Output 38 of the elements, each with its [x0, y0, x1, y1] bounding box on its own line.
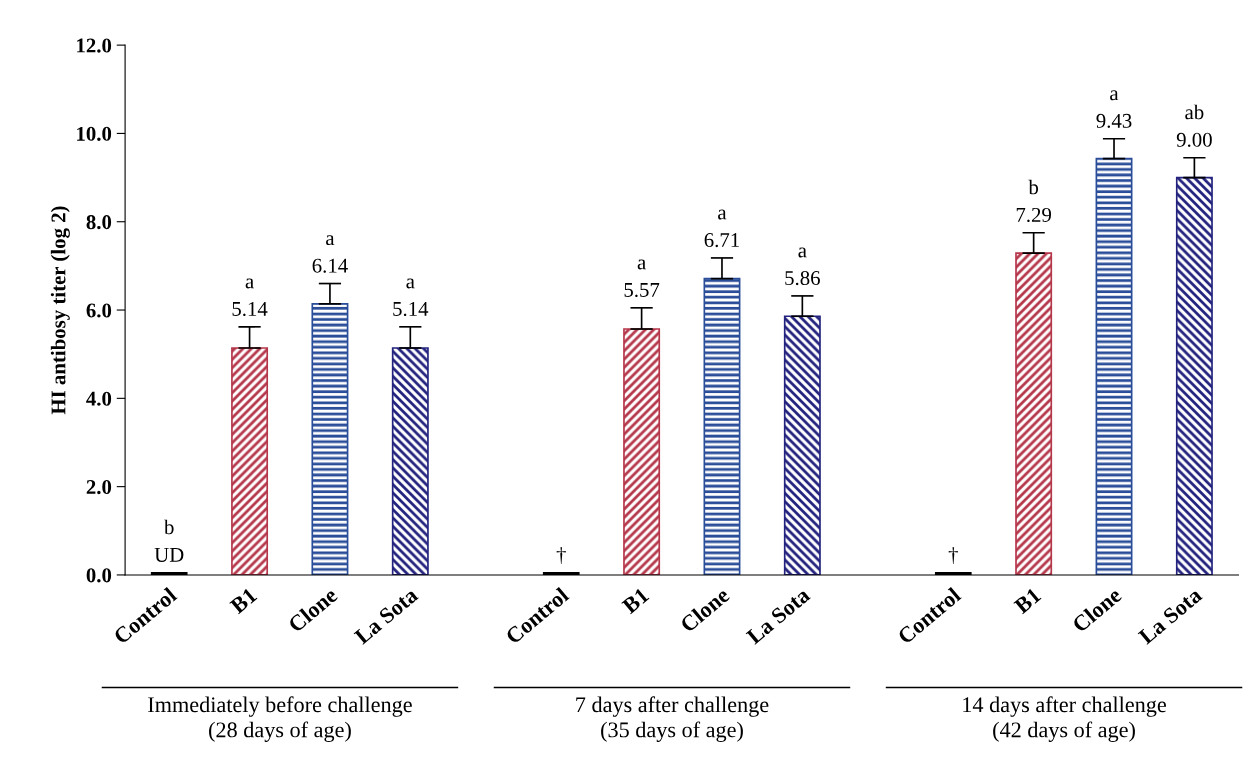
- data-label: a 5.57: [624, 259, 660, 298]
- bar: [623, 328, 661, 575]
- bar: [1175, 176, 1213, 575]
- text: La Sota: [745, 590, 811, 645]
- data-label: a 6.14: [312, 235, 348, 273]
- bar: [783, 315, 821, 575]
- y-tick-label: 8.0: [86, 215, 112, 230]
- text: B1: [621, 587, 650, 615]
- data-label: a 5.14: [393, 278, 429, 317]
- data-label: a 6.71: [704, 209, 739, 248]
- data-label: †: [556, 547, 566, 565]
- data-label: a 5.86: [785, 247, 820, 286]
- x-tick-label: Immediately before challenge (28 days of age): [148, 696, 412, 742]
- bar: [1095, 157, 1133, 575]
- y-axis-title: HI antibosy titer (log 2): [50, 206, 70, 415]
- data-label: ab 9.00: [1176, 104, 1212, 147]
- bar: [231, 347, 269, 575]
- text: B1: [1013, 587, 1042, 615]
- x-tick-label: 14 days after challenge (42 days of age): [963, 696, 1166, 742]
- data-label: b 7.29: [1016, 179, 1052, 222]
- text: La Sota: [353, 586, 419, 645]
- data-label: a 9.43: [1096, 90, 1132, 128]
- text: B1: [229, 587, 258, 615]
- data-label: †: [948, 547, 958, 565]
- y-tick-label: 12.0: [77, 38, 112, 53]
- y-tick-label: 0.0: [86, 568, 112, 583]
- data-label: a 5.14: [232, 278, 268, 317]
- y-tick-label: 4.0: [86, 391, 112, 406]
- bar: [1015, 252, 1053, 575]
- y-tick-label: 10.0: [77, 126, 112, 141]
- y-tick-label: 6.0: [86, 303, 112, 318]
- y-tick-label: 2.0: [86, 480, 112, 495]
- bar: [703, 277, 741, 575]
- bar: [391, 347, 429, 575]
- bar: [311, 303, 349, 575]
- data-label: b UD: [154, 519, 184, 562]
- text: La Sota: [1137, 590, 1203, 645]
- x-tick-label: 7 days after challenge (35 days of age): [576, 696, 769, 742]
